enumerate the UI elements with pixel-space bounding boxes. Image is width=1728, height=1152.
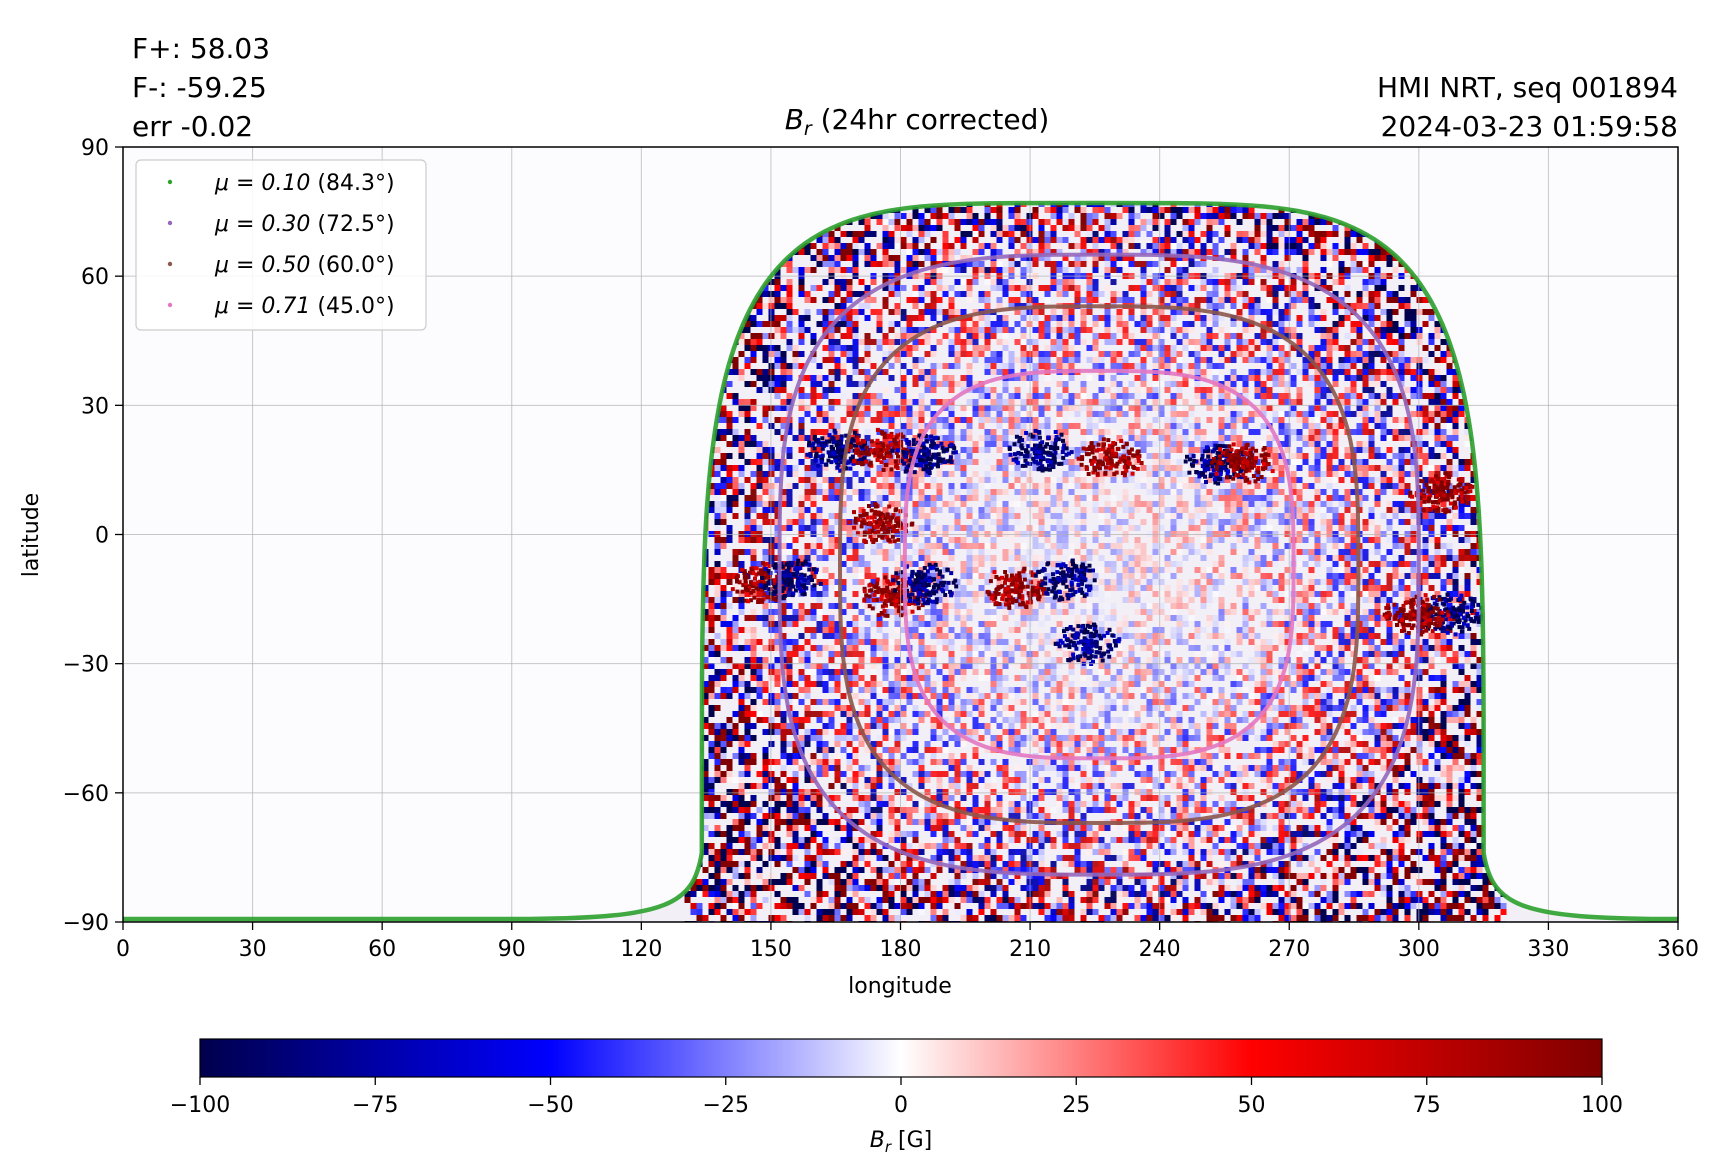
chart-title: Br (24hr corrected) <box>785 103 1050 140</box>
legend-entry: μ = 0.10 (84.3°) <box>214 171 395 196</box>
y-tick-label: 0 <box>95 524 109 549</box>
colorbar-tick-label: −75 <box>352 1093 398 1118</box>
y-axis-label: latitude <box>19 493 44 577</box>
x-tick-label: 360 <box>1657 937 1699 962</box>
colorbar-tick-label: 25 <box>1062 1093 1090 1118</box>
x-tick-label: 0 <box>116 937 130 962</box>
instrument-sequence: HMI NRT, seq 001894 <box>1377 71 1678 104</box>
active-region <box>1382 593 1451 637</box>
y-tick-label: −60 <box>63 782 109 807</box>
colorbar-ticks: −100 −75 −50 −25 0 25 50 75 100 <box>170 1077 1623 1118</box>
legend-box <box>135 159 427 331</box>
flux-positive: F+: 58.03 <box>132 32 270 65</box>
y-axis-ticks: −90 −60 −30 0 30 60 90 <box>63 136 123 936</box>
legend-entry: μ = 0.50 (60.0°) <box>214 253 395 278</box>
active-region <box>985 566 1047 610</box>
mu-contour-4 <box>902 368 1296 761</box>
colorbar-tick-label: −50 <box>527 1093 573 1118</box>
x-tick-label: 300 <box>1398 937 1440 962</box>
colorbar-tick-label: −25 <box>703 1093 749 1118</box>
x-tick-label: 240 <box>1139 937 1181 962</box>
x-axis-ticks: 0 30 60 90 120 150 180 210 240 270 300 330 360 <box>116 922 1699 962</box>
colorbar-tick-label: 100 <box>1581 1093 1623 1118</box>
flux-error: err -0.02 <box>132 110 253 143</box>
legend-marker <box>167 179 173 185</box>
flux-negative: F-: -59.25 <box>132 71 267 104</box>
y-tick-label: 90 <box>81 136 109 161</box>
active-region <box>1033 558 1097 602</box>
x-tick-label: 210 <box>1009 937 1051 962</box>
mu-contour-2 <box>777 252 1421 877</box>
active-region <box>1210 442 1275 485</box>
x-tick-label: 90 <box>498 937 526 962</box>
mu-contours <box>123 200 1678 922</box>
observation-timestamp: 2024-03-23 01:59:58 <box>1381 110 1678 143</box>
legend: μ = 0.10 (84.3°) μ = 0.30 (72.5°) μ = 0.50… <box>135 159 427 331</box>
colorbar: −100 −75 −50 −25 0 25 50 75 100 Br [G] <box>170 1038 1623 1152</box>
x-tick-label: 150 <box>750 937 792 962</box>
x-tick-label: 180 <box>880 937 922 962</box>
colorbar-tick-label: 50 <box>1238 1093 1266 1118</box>
active-region <box>846 427 913 472</box>
active-region <box>1053 622 1122 666</box>
x-tick-label: 330 <box>1527 937 1569 962</box>
x-tick-label: 270 <box>1268 937 1310 962</box>
mu-contour-3 <box>838 304 1361 825</box>
x-tick-label: 120 <box>620 937 662 962</box>
colorbar-tick-label: 0 <box>894 1093 908 1118</box>
x-tick-label: 60 <box>368 937 396 962</box>
x-tick-label: 30 <box>239 937 267 962</box>
y-tick-label: 60 <box>81 265 109 290</box>
active-region <box>1408 471 1475 515</box>
colorbar-tick-label: 75 <box>1413 1093 1441 1118</box>
y-tick-label: −30 <box>63 653 109 678</box>
colorbar-tick-label: −100 <box>170 1093 230 1118</box>
legend-marker <box>167 302 173 308</box>
colorbar-gradient <box>199 1038 1603 1078</box>
x-axis-label: longitude <box>848 974 952 999</box>
annotations-right: HMI NRT, seq 001894 2024-03-23 01:59:58 <box>1377 71 1678 143</box>
legend-entry: μ = 0.30 (72.5°) <box>214 212 395 237</box>
annotations-left: F+: 58.03 F-: -59.25 err -0.02 <box>132 32 270 143</box>
legend-marker <box>167 220 173 226</box>
plot-area: 0 30 60 90 120 150 180 210 240 270 300 330 360 −90−6… <box>63 136 1699 962</box>
colorbar-label: Br [G] <box>870 1128 932 1152</box>
legend-marker <box>167 261 173 267</box>
y-tick-label: 30 <box>81 394 109 419</box>
mu-contour-1 <box>123 200 1678 922</box>
active-region <box>1076 437 1144 478</box>
y-tick-label: −90 <box>63 911 109 936</box>
legend-entry: μ = 0.71 (45.0°) <box>214 294 395 319</box>
